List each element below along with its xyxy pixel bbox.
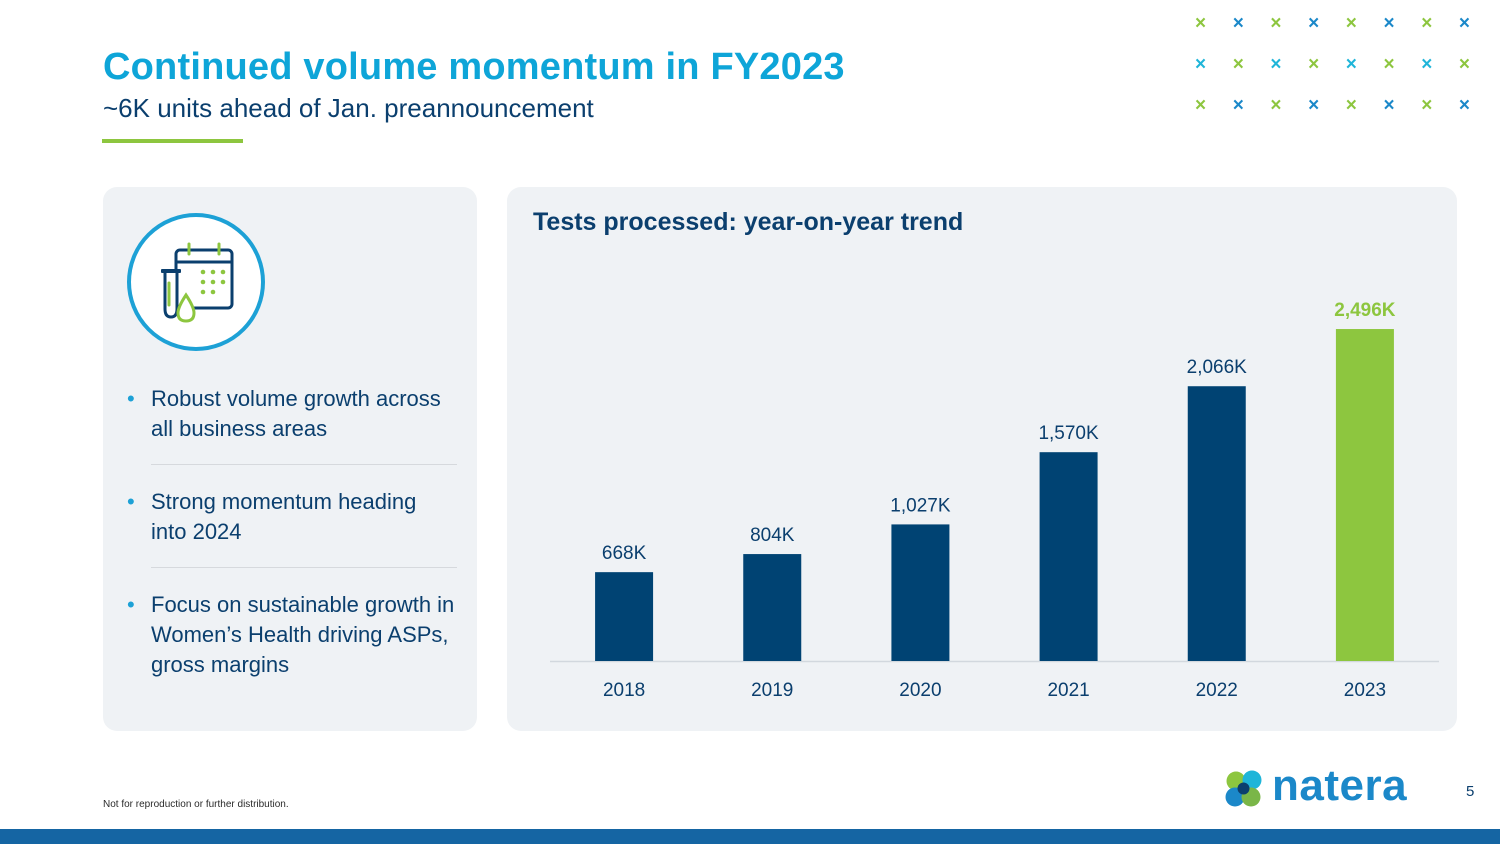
page-subtitle: ~6K units ahead of Jan. preannouncement: [103, 93, 594, 123]
x-mark-icon: ×: [1308, 13, 1320, 34]
bullet-dot-icon: •: [127, 489, 135, 514]
calendar-test-tube-icon: [127, 213, 265, 351]
data-label-2018: 668K: [602, 543, 647, 564]
bullet-text: Robust volume growth across all business…: [151, 386, 441, 441]
bullet-divider: [151, 464, 457, 465]
natera-wordmark: natera: [1272, 761, 1408, 810]
bar-chart: 668K 2018 804K 2019 1,027K 2020 1,570K 2021 2,06…: [550, 300, 1439, 701]
bullet-divider: [151, 567, 457, 568]
bullet-item: • Focus on sustainable growth in Women’s…: [127, 590, 457, 680]
page-number: 5: [1466, 783, 1475, 800]
bullet-list: • Robust volume growth across all busine…: [127, 384, 457, 680]
x-tick-label-2021: 2021: [1047, 680, 1089, 701]
bullet-text: Strong momentum heading into 2024: [151, 489, 417, 544]
x-tick-label-2019: 2019: [751, 680, 793, 701]
bullet-item: • Strong momentum heading into 2024: [127, 487, 457, 547]
x-mark-icon: ×: [1458, 95, 1470, 116]
footer-disclaimer: Not for reproduction or further distribu…: [103, 799, 289, 810]
natera-logo: natera: [1222, 761, 1422, 813]
x-mark-icon: ×: [1345, 13, 1357, 34]
x-mark-icon: ×: [1383, 54, 1395, 75]
x-mark-icon: ×: [1195, 95, 1207, 116]
natera-logo-mark-icon: [1225, 770, 1262, 807]
bullet-item: • Robust volume growth across all busine…: [127, 384, 457, 444]
bullet-dot-icon: •: [127, 592, 135, 617]
x-mark-icon: ×: [1421, 95, 1433, 116]
x-mark-icon: ×: [1421, 54, 1433, 75]
x-mark-icon: ×: [1458, 13, 1470, 34]
x-tick-label-2020: 2020: [899, 680, 941, 701]
data-label-2021: 1,570K: [1038, 423, 1099, 444]
x-mark-icon: ×: [1270, 13, 1282, 34]
x-tick-label-2022: 2022: [1196, 680, 1238, 701]
x-mark-icon: ×: [1195, 13, 1207, 34]
x-mark-icon: ×: [1270, 95, 1282, 116]
decorative-x-pattern: × × × × × × × × × × × × × × × × × × × × × × × ×: [1195, 14, 1485, 124]
bar-2021: [1039, 452, 1098, 661]
bar-2020: [891, 524, 950, 661]
bar-2023: [1335, 329, 1394, 661]
bar-2019: [743, 554, 802, 661]
x-mark-icon: ×: [1421, 13, 1433, 34]
x-mark-icon: ×: [1308, 95, 1320, 116]
page-title: Continued volume momentum in FY2023: [103, 46, 845, 88]
x-mark-icon: ×: [1345, 54, 1357, 75]
x-mark-icon: ×: [1383, 95, 1395, 116]
x-mark-icon: ×: [1458, 54, 1470, 75]
bar-2018: [595, 572, 654, 661]
chart-panel: [507, 187, 1457, 731]
x-mark-icon: ×: [1232, 54, 1244, 75]
data-label-2020: 1,027K: [890, 495, 951, 516]
data-label-2023: 2,496K: [1334, 300, 1396, 321]
x-mark-icon: ×: [1232, 13, 1244, 34]
data-label-2022: 2,066K: [1187, 357, 1248, 378]
x-mark-icon: ×: [1345, 95, 1357, 116]
x-tick-label-2018: 2018: [603, 680, 645, 701]
x-mark-icon: ×: [1195, 54, 1207, 75]
bar-2022: [1187, 386, 1246, 661]
title-underline: [102, 139, 243, 143]
x-mark-icon: ×: [1232, 95, 1244, 116]
data-label-2019: 804K: [750, 525, 795, 546]
bullet-dot-icon: •: [127, 386, 135, 411]
x-tick-label-2023: 2023: [1344, 680, 1386, 701]
x-mark-icon: ×: [1383, 13, 1395, 34]
x-mark-icon: ×: [1270, 54, 1282, 75]
chart-title: Tests processed: year-on-year trend: [533, 208, 964, 236]
bullet-text: Focus on sustainable growth in Women’s H…: [151, 592, 455, 677]
x-mark-icon: ×: [1308, 54, 1320, 75]
bottom-bar: [0, 829, 1500, 844]
